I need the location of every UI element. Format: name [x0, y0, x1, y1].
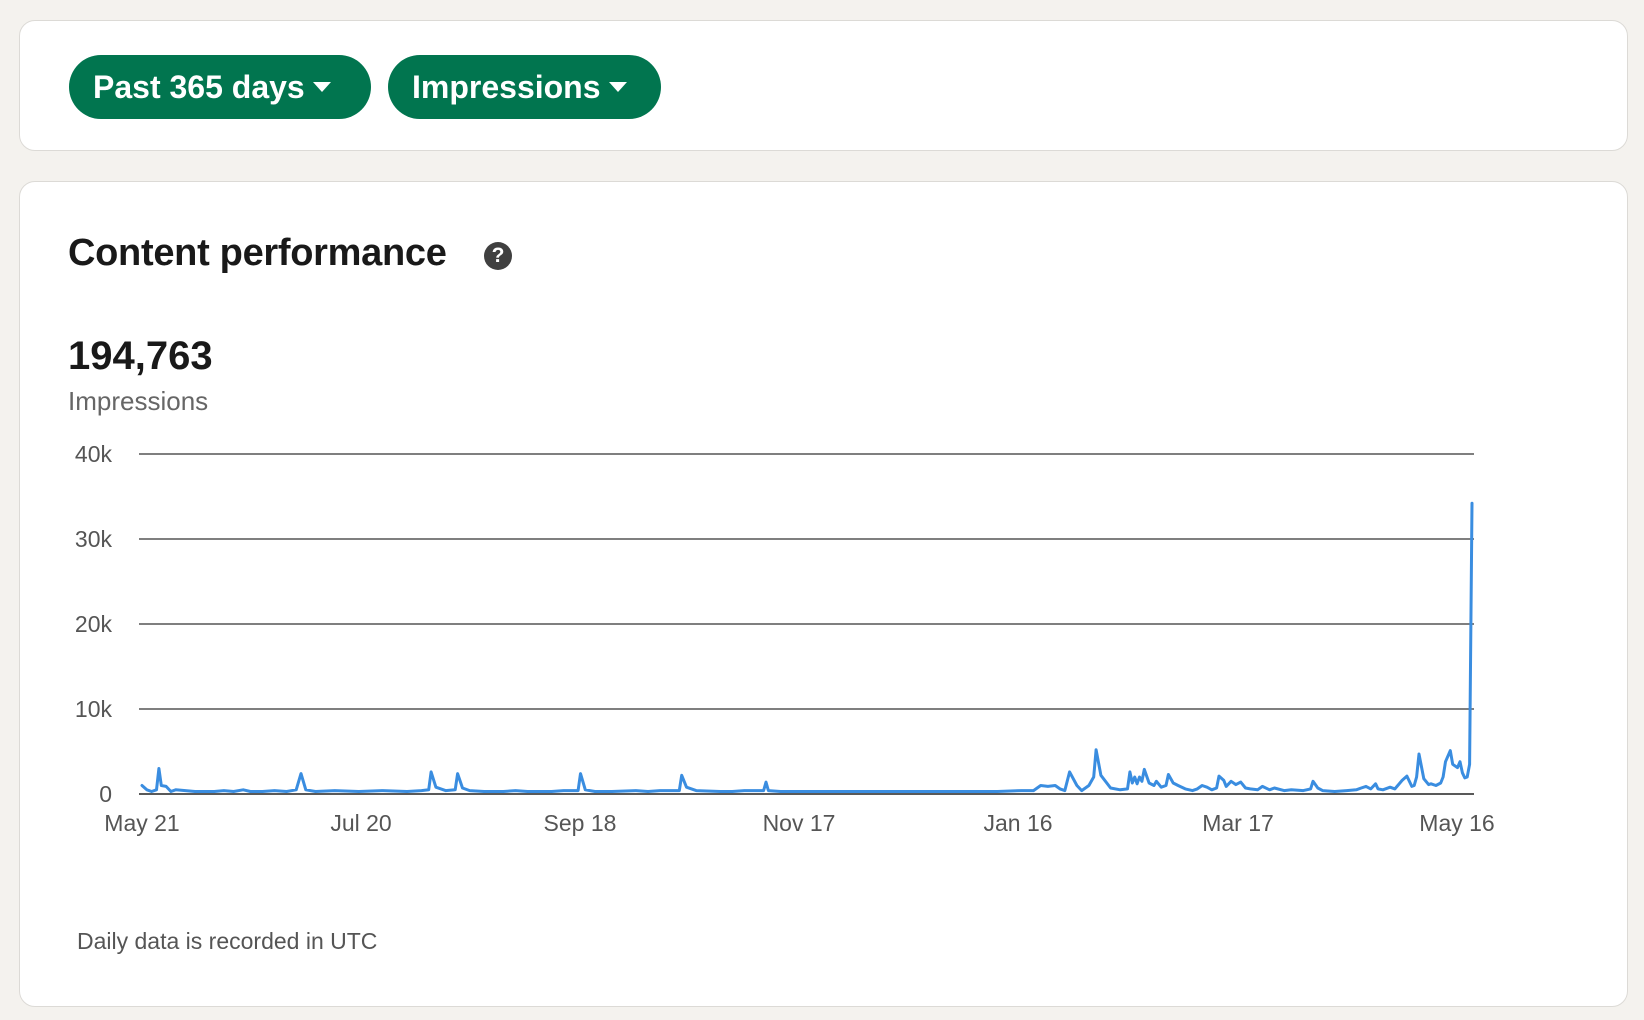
- chart-gridlines: [139, 453, 1474, 795]
- impressions-line-chart: 0 10k 20k 30k 40k May 21 Jul 20 Sep 18 Nov 17 Ja…: [75, 441, 1495, 836]
- y-tick-label: 20k: [75, 611, 113, 637]
- x-tick-label: Nov 17: [763, 810, 836, 836]
- x-axis-ticks: May 21 Jul 20 Sep 18 Nov 17 Jan 16 Mar 17 May …: [104, 810, 1494, 836]
- date-range-label: Past 365 days: [93, 68, 305, 105]
- help-circle-icon[interactable]: ?: [484, 242, 512, 270]
- metric-dropdown[interactable]: Impressions: [388, 55, 661, 119]
- x-tick-label: May 21: [104, 810, 179, 836]
- x-tick-label: Jul 20: [330, 810, 391, 836]
- content-performance-card: Content performance ? 194,763 Impression…: [19, 181, 1628, 1007]
- y-tick-label: 10k: [75, 696, 113, 722]
- x-tick-label: Mar 17: [1202, 810, 1274, 836]
- filter-card: Past 365 days Impressions: [19, 20, 1628, 151]
- y-axis-ticks: 0 10k 20k 30k 40k: [75, 441, 113, 807]
- caret-down-icon: [312, 82, 331, 92]
- x-tick-label: May 16: [1419, 810, 1494, 836]
- y-tick-label: 40k: [75, 441, 113, 467]
- total-impressions-value: 194,763: [68, 334, 213, 378]
- metric-label: Impressions: [412, 68, 601, 105]
- date-range-dropdown[interactable]: Past 365 days: [69, 55, 371, 119]
- card-title: Content performance: [68, 232, 447, 274]
- x-tick-label: Jan 16: [983, 810, 1052, 836]
- total-impressions-label: Impressions: [68, 386, 209, 416]
- x-tick-label: Sep 18: [544, 810, 617, 836]
- y-tick-label: 0: [99, 781, 112, 807]
- impressions-series-line: [140, 501, 1474, 793]
- utc-footnote: Daily data is recorded in UTC: [77, 928, 378, 954]
- y-tick-label: 30k: [75, 526, 113, 552]
- caret-down-icon: [608, 82, 627, 92]
